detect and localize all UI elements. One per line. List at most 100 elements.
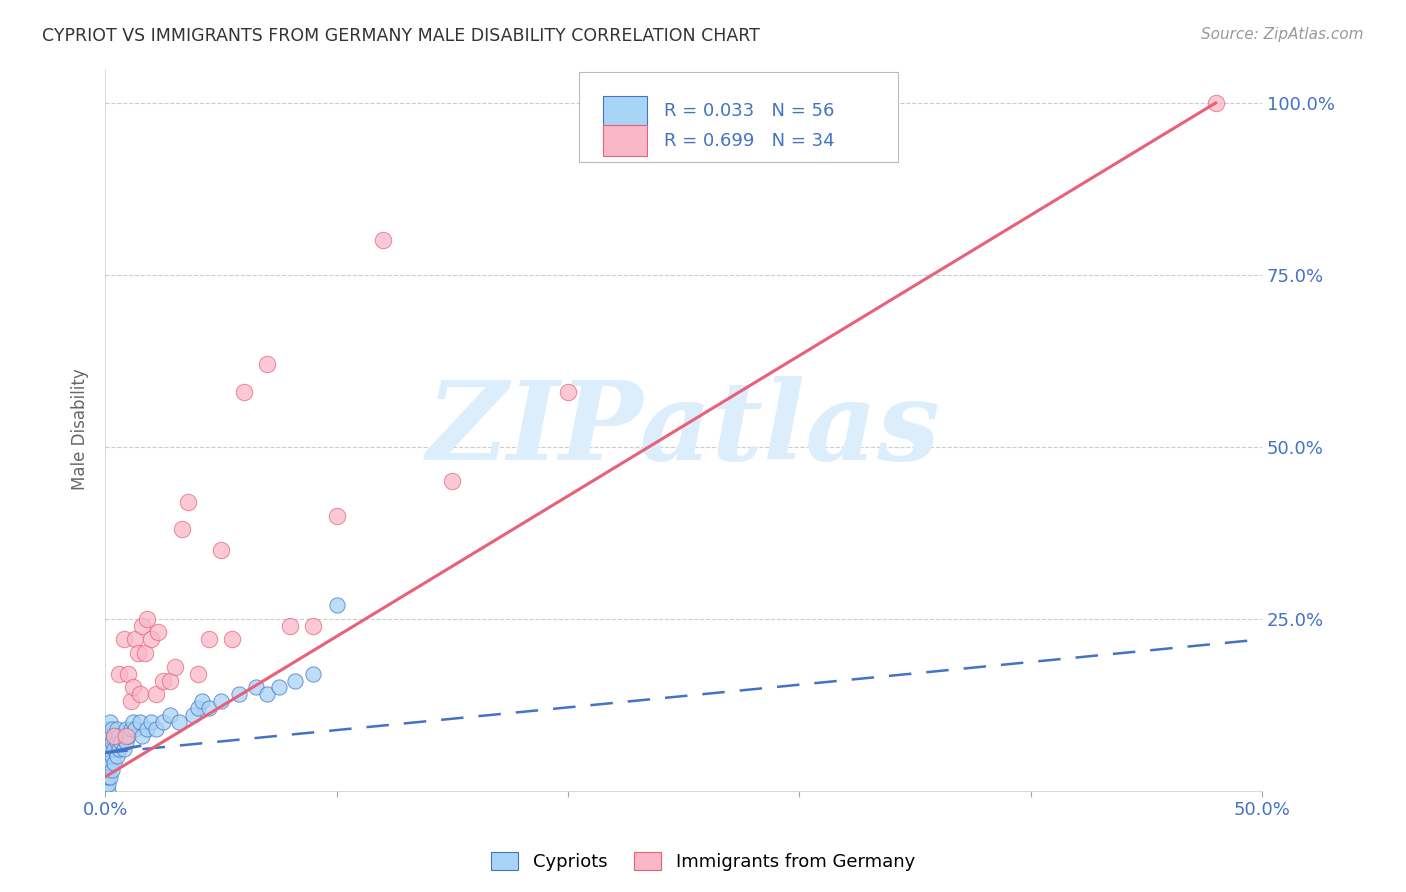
Point <box>141 714 163 729</box>
Point <box>209 694 232 708</box>
Point <box>115 729 138 743</box>
Text: R = 0.033   N = 56: R = 0.033 N = 56 <box>664 103 834 120</box>
Point <box>124 722 146 736</box>
Point <box>131 729 153 743</box>
Point <box>228 687 250 701</box>
Bar <box>603 96 647 127</box>
Point <box>159 673 181 688</box>
Point <box>209 542 232 557</box>
Point <box>108 742 131 756</box>
Point <box>101 749 124 764</box>
Point <box>441 474 464 488</box>
Point <box>221 632 243 647</box>
Point <box>96 783 118 797</box>
Point <box>134 646 156 660</box>
Point <box>117 666 139 681</box>
Point <box>101 735 124 749</box>
Point <box>122 681 145 695</box>
Point <box>108 729 131 743</box>
Point <box>122 714 145 729</box>
Point <box>325 508 347 523</box>
Point <box>101 763 124 777</box>
Point <box>302 666 325 681</box>
Point <box>163 660 186 674</box>
Point <box>103 756 125 770</box>
Point <box>110 735 132 749</box>
Point <box>145 722 167 736</box>
Point <box>198 632 221 647</box>
Point <box>120 722 142 736</box>
Point <box>98 714 121 729</box>
Point <box>96 749 118 764</box>
Point <box>167 714 190 729</box>
Point <box>278 618 301 632</box>
Point <box>112 742 135 756</box>
Point <box>135 722 157 736</box>
Point <box>181 708 204 723</box>
Text: Source: ZipAtlas.com: Source: ZipAtlas.com <box>1201 27 1364 42</box>
Point <box>98 770 121 784</box>
Point <box>96 777 118 791</box>
Point <box>131 618 153 632</box>
Point <box>267 681 290 695</box>
Point <box>371 234 394 248</box>
Point <box>557 384 579 399</box>
Point <box>141 632 163 647</box>
Point <box>96 770 118 784</box>
Point <box>105 722 128 736</box>
Bar <box>603 126 647 156</box>
Point <box>120 694 142 708</box>
Point <box>159 708 181 723</box>
Point <box>105 749 128 764</box>
Point <box>112 729 135 743</box>
Point <box>98 742 121 756</box>
Point <box>148 625 170 640</box>
Point <box>129 687 152 701</box>
Point <box>103 729 125 743</box>
Point <box>233 384 256 399</box>
Point <box>98 756 121 770</box>
Point <box>302 618 325 632</box>
Point <box>96 756 118 770</box>
Text: R = 0.699   N = 34: R = 0.699 N = 34 <box>664 131 835 150</box>
Point <box>1205 95 1227 110</box>
Y-axis label: Male Disability: Male Disability <box>72 368 89 491</box>
Point <box>256 687 278 701</box>
Point <box>135 612 157 626</box>
Point <box>177 495 200 509</box>
Point <box>96 722 118 736</box>
Point <box>96 742 118 756</box>
FancyBboxPatch shape <box>579 72 897 162</box>
Point <box>101 722 124 736</box>
Point <box>103 742 125 756</box>
Point <box>170 522 193 536</box>
Point <box>198 701 221 715</box>
Text: ZIPatlas: ZIPatlas <box>426 376 941 483</box>
Point <box>108 666 131 681</box>
Point <box>96 763 118 777</box>
Point <box>115 735 138 749</box>
Point <box>152 673 174 688</box>
Point <box>191 694 214 708</box>
Point <box>124 632 146 647</box>
Point <box>96 735 118 749</box>
Point <box>152 714 174 729</box>
Point <box>105 735 128 749</box>
Point <box>187 666 209 681</box>
Point <box>256 357 278 371</box>
Point <box>115 722 138 736</box>
Point <box>129 714 152 729</box>
Legend: Cypriots, Immigrants from Germany: Cypriots, Immigrants from Germany <box>484 845 922 879</box>
Point <box>284 673 307 688</box>
Point <box>98 729 121 743</box>
Point <box>145 687 167 701</box>
Point <box>325 598 347 612</box>
Point <box>245 681 267 695</box>
Point <box>187 701 209 715</box>
Point <box>117 729 139 743</box>
Point <box>127 646 149 660</box>
Text: CYPRIOT VS IMMIGRANTS FROM GERMANY MALE DISABILITY CORRELATION CHART: CYPRIOT VS IMMIGRANTS FROM GERMANY MALE … <box>42 27 761 45</box>
Point <box>103 729 125 743</box>
Point <box>96 729 118 743</box>
Point <box>112 632 135 647</box>
